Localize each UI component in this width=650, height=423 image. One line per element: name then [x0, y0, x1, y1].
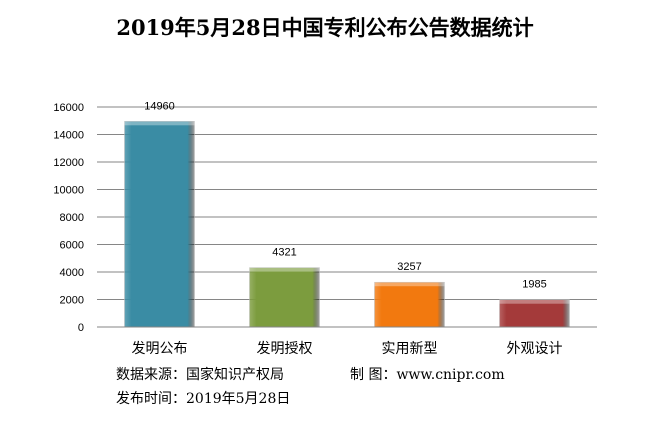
bar [374, 281, 445, 328]
y-tick-label: 14000 [53, 130, 84, 142]
y-tick-label: 8000 [60, 212, 84, 224]
bar-highlight [249, 267, 320, 272]
bar [499, 299, 570, 328]
chart-title: 2019年5月28日中国专利公布公告数据统计 [116, 15, 534, 40]
y-tick-label: 4000 [60, 267, 84, 279]
y-tick-label: 10000 [53, 185, 84, 197]
bar [124, 121, 195, 328]
data-label: 1985 [522, 279, 546, 291]
data-source: 数据来源：国家知识产权局 [116, 367, 284, 383]
x-tick-label: 实用新型 [382, 341, 438, 357]
x-tick-label: 发明授权 [257, 341, 313, 357]
y-tick-label: 6000 [60, 240, 84, 252]
bar-highlight [374, 282, 445, 287]
y-tick-label: 16000 [53, 102, 84, 114]
y-tick-label: 0 [78, 322, 84, 334]
publish-date: 发布时间：2019年5月28日 [116, 391, 291, 407]
chart-maker: 制 图：www.cnipr.com [350, 367, 505, 383]
bar-highlight [124, 121, 195, 126]
data-label: 4321 [272, 247, 296, 259]
bar [249, 267, 320, 328]
x-tick-label: 外观设计 [507, 341, 563, 357]
data-label: 3257 [397, 261, 421, 273]
y-tick-label: 12000 [53, 157, 84, 169]
bar-highlight [499, 299, 570, 304]
x-tick-label: 发明公布 [132, 341, 188, 357]
y-tick-label: 2000 [60, 295, 84, 307]
data-label: 14960 [144, 100, 175, 112]
